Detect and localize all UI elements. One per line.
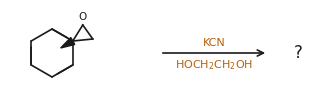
Text: HOCH$_2$CH$_2$OH: HOCH$_2$CH$_2$OH [175,58,253,72]
Text: KCN: KCN [203,38,225,48]
Text: ?: ? [294,44,302,62]
Text: O: O [79,13,87,22]
Polygon shape [61,38,75,48]
